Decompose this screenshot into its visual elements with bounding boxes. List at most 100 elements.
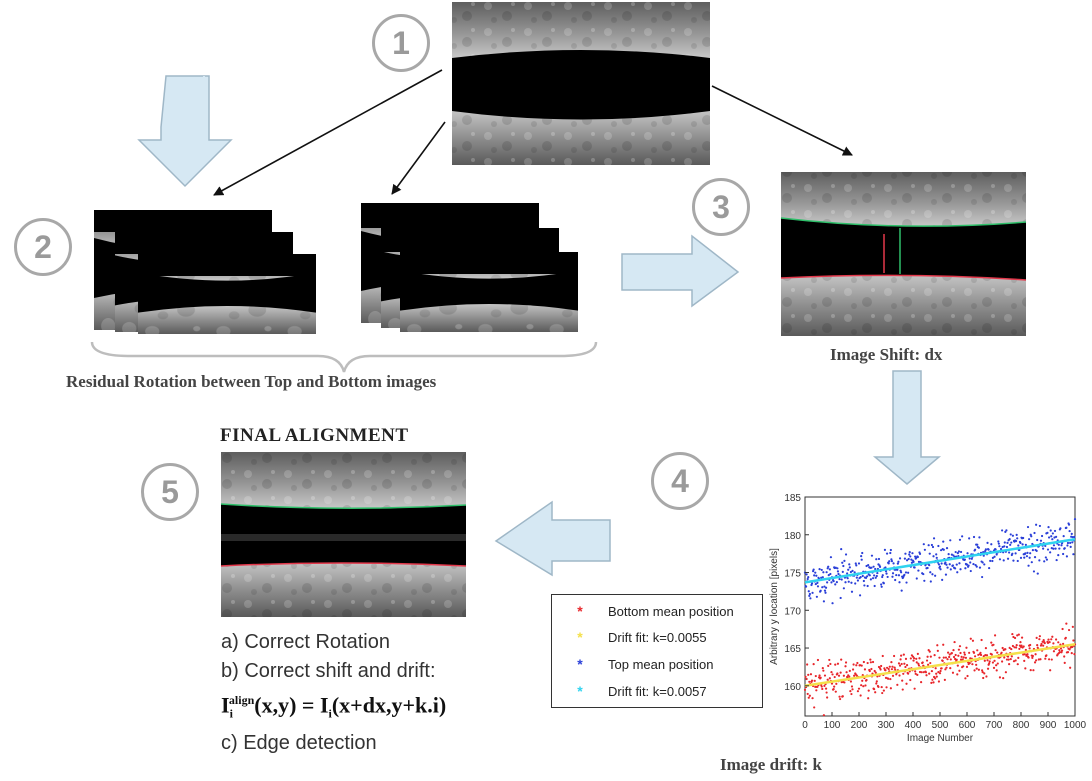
bottom-image-stack — [361, 203, 578, 332]
data-point — [929, 580, 932, 583]
data-point — [861, 551, 864, 555]
data-point — [1004, 648, 1007, 651]
data-point — [847, 568, 850, 571]
data-point — [1012, 559, 1015, 562]
data-point — [1073, 535, 1076, 539]
data-point — [915, 657, 918, 660]
data-point — [988, 662, 991, 665]
data-point — [907, 672, 910, 675]
final-image — [220, 452, 467, 617]
data-point — [1051, 532, 1054, 535]
data-point — [807, 576, 810, 579]
data-point — [975, 667, 978, 670]
formula-rhs-base: I — [319, 692, 329, 718]
arrow-to-top-stack — [213, 69, 443, 196]
data-point — [997, 540, 1000, 543]
data-point — [1011, 534, 1015, 537]
data-point — [969, 561, 972, 564]
data-point — [838, 695, 841, 698]
data-point — [1013, 646, 1016, 649]
data-point — [928, 564, 931, 567]
plot-frame — [804, 496, 1076, 717]
data-point — [935, 556, 938, 559]
data-point — [804, 585, 808, 588]
data-point — [1052, 544, 1056, 547]
data-point — [983, 672, 986, 675]
data-point — [827, 574, 830, 577]
data-point — [971, 663, 974, 666]
data-point — [925, 674, 928, 677]
data-point — [887, 667, 890, 671]
data-point — [929, 655, 932, 658]
data-point — [909, 657, 912, 660]
data-point — [958, 669, 961, 672]
data-point — [1025, 555, 1029, 558]
data-point — [1047, 638, 1050, 641]
data-point — [821, 667, 824, 670]
data-point — [943, 678, 946, 681]
data-point — [918, 657, 921, 660]
data-point — [1027, 656, 1030, 659]
data-point — [1015, 533, 1018, 536]
data-point — [1011, 644, 1015, 648]
data-point — [953, 640, 956, 644]
data-point — [884, 669, 887, 672]
data-point — [901, 679, 904, 682]
data-point — [931, 545, 935, 549]
data-point — [809, 597, 812, 600]
data-point — [981, 575, 984, 579]
data-point — [945, 563, 948, 566]
data-point — [954, 653, 957, 657]
data-point — [952, 649, 955, 652]
data-point — [902, 653, 905, 656]
x-tick-label: 0 — [802, 720, 808, 731]
data-point — [976, 543, 979, 546]
arrow-to-step4 — [872, 370, 942, 485]
data-point — [839, 596, 842, 600]
data-point — [942, 540, 945, 543]
data-point — [959, 568, 962, 571]
data-point — [911, 655, 915, 658]
data-point — [865, 564, 868, 568]
chart-legend: * Bottom mean position * Drift fit: k=0.… — [551, 594, 763, 708]
data-point — [1053, 529, 1057, 533]
data-point — [834, 690, 837, 693]
image-drift-caption: Image drift: k — [720, 755, 822, 774]
data-point — [1032, 669, 1035, 672]
data-point — [1045, 558, 1049, 561]
data-point — [1069, 545, 1072, 548]
data-point — [889, 548, 892, 552]
data-point — [835, 581, 838, 584]
data-point — [1060, 649, 1064, 652]
data-point — [866, 575, 869, 578]
data-point — [975, 565, 978, 568]
data-point — [818, 568, 821, 571]
data-point — [916, 652, 919, 655]
step-b-text: b) Correct shift and drift: — [221, 660, 436, 682]
data-point — [912, 659, 915, 662]
data-point — [981, 669, 984, 672]
data-point — [973, 669, 976, 672]
y-tick-label: 170 — [784, 606, 801, 617]
data-point — [951, 671, 955, 674]
data-point — [958, 538, 962, 541]
data-point — [1073, 652, 1076, 656]
data-point — [914, 672, 917, 675]
data-point — [944, 573, 948, 576]
data-point — [855, 664, 858, 667]
data-point — [1018, 647, 1021, 650]
data-point — [815, 689, 818, 692]
data-point — [974, 655, 977, 658]
data-point — [1032, 570, 1036, 573]
x-tick-label: 600 — [959, 720, 976, 731]
data-point — [1020, 636, 1024, 639]
x-tick-label: 700 — [986, 720, 1003, 731]
final-steps: a) Correct Rotation b) Correct shift and… — [221, 628, 446, 758]
data-point — [968, 662, 971, 665]
data-point — [942, 548, 945, 551]
data-point — [872, 565, 875, 568]
data-point — [978, 566, 982, 569]
data-point — [1023, 659, 1026, 662]
data-point — [897, 662, 901, 665]
data-point — [1031, 656, 1034, 659]
